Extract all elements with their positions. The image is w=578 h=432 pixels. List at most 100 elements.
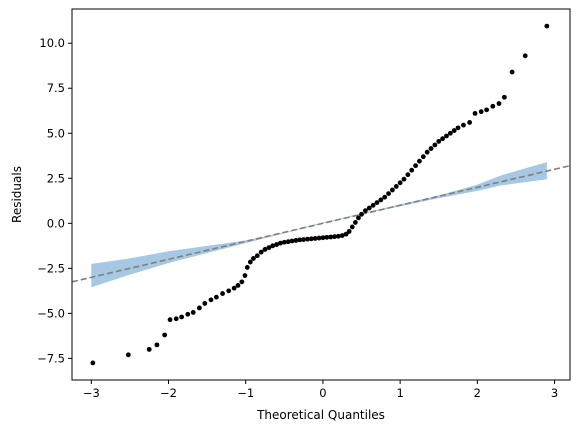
data-point <box>262 247 268 252</box>
y-axis-ticks: −7.5 −5.0 −2.5 0.0 2.5 5.0 7.5 10.0 <box>37 36 72 365</box>
data-point <box>424 149 430 155</box>
data-point <box>496 101 502 106</box>
data-point <box>289 238 295 244</box>
data-point <box>242 273 248 278</box>
data-point <box>413 163 418 169</box>
data-point <box>179 314 185 320</box>
data-point <box>363 208 368 214</box>
data-point <box>274 242 279 247</box>
data-point <box>226 288 232 294</box>
data-point <box>501 94 507 100</box>
y-tick-label: 2.5 <box>47 171 65 185</box>
data-point <box>447 130 453 136</box>
x-tick-label: 0 <box>319 386 326 400</box>
data-point <box>349 224 355 230</box>
data-point <box>301 237 307 242</box>
data-point <box>297 237 303 243</box>
y-tick-label: 10.0 <box>39 36 65 50</box>
x-tick-label: −1 <box>237 386 254 400</box>
data-point <box>162 332 168 338</box>
x-tick-label: 1 <box>396 386 403 400</box>
data-point <box>90 360 96 366</box>
data-point <box>436 138 442 144</box>
data-point <box>167 317 173 323</box>
data-point <box>393 184 399 189</box>
reference-line <box>72 164 570 283</box>
y-tick-label: −2.5 <box>37 261 65 275</box>
data-point <box>239 279 245 285</box>
data-point <box>335 233 341 239</box>
data-point <box>472 111 478 116</box>
x-tick-label: 2 <box>474 386 481 400</box>
y-tick-label: 0.0 <box>47 216 65 230</box>
data-point <box>451 128 457 133</box>
data-point <box>440 136 445 142</box>
data-point <box>220 291 225 296</box>
data-point <box>397 180 403 186</box>
data-point <box>455 125 461 131</box>
data-point <box>270 243 276 249</box>
y-tick-label: 5.0 <box>47 126 65 140</box>
data-point <box>146 346 152 352</box>
data-point <box>370 202 376 208</box>
x-tick-label: −3 <box>83 386 100 400</box>
data-point <box>382 194 388 200</box>
data-point <box>432 142 438 148</box>
data-point <box>312 236 318 241</box>
data-point <box>185 311 191 317</box>
data-point <box>461 122 466 128</box>
x-tick-label: −2 <box>160 386 177 400</box>
data-point <box>490 103 496 109</box>
data-point <box>320 235 326 241</box>
data-point <box>285 239 291 245</box>
data-point <box>190 310 196 315</box>
data-point <box>235 283 241 288</box>
data-point <box>420 154 426 160</box>
data-point <box>509 69 515 75</box>
data-point <box>154 342 160 348</box>
data-point <box>356 215 361 221</box>
data-point <box>324 234 330 240</box>
data-point <box>202 301 208 306</box>
data-point <box>343 231 349 237</box>
data-point <box>484 107 490 113</box>
data-point <box>366 205 372 211</box>
data-point <box>332 234 337 240</box>
data-point <box>266 245 272 251</box>
data-point <box>293 238 299 243</box>
data-point <box>254 253 260 259</box>
data-point <box>417 158 422 164</box>
data-point <box>328 234 334 240</box>
data-point <box>278 240 283 246</box>
data-point <box>405 172 411 178</box>
data-point <box>197 305 202 311</box>
data-point <box>467 120 473 125</box>
data-point <box>478 109 484 115</box>
data-point <box>352 220 358 225</box>
data-point <box>378 197 384 203</box>
data-point <box>316 235 322 241</box>
data-point <box>428 146 434 151</box>
reference-line-layer <box>72 164 570 283</box>
data-point <box>359 211 364 217</box>
data-point <box>258 249 264 255</box>
data-point <box>308 236 314 242</box>
data-point <box>346 229 352 234</box>
x-axis-ticks: −3 −2 −1 0 1 2 3 <box>83 380 558 400</box>
data-point <box>173 316 179 322</box>
data-point <box>281 239 287 245</box>
x-axis-label: Theoretical Quantiles <box>256 408 385 422</box>
y-tick-label: −7.5 <box>37 351 65 365</box>
data-point <box>247 259 253 265</box>
data-point <box>125 352 131 358</box>
data-point <box>213 294 219 300</box>
data-point <box>231 285 237 291</box>
data-points-layer <box>90 23 550 366</box>
data-point <box>444 133 449 139</box>
data-point <box>251 256 256 261</box>
data-point <box>339 233 345 238</box>
data-point <box>374 200 380 206</box>
y-axis-label: Residuals <box>10 166 24 223</box>
data-point <box>208 297 214 303</box>
data-point <box>401 176 407 182</box>
